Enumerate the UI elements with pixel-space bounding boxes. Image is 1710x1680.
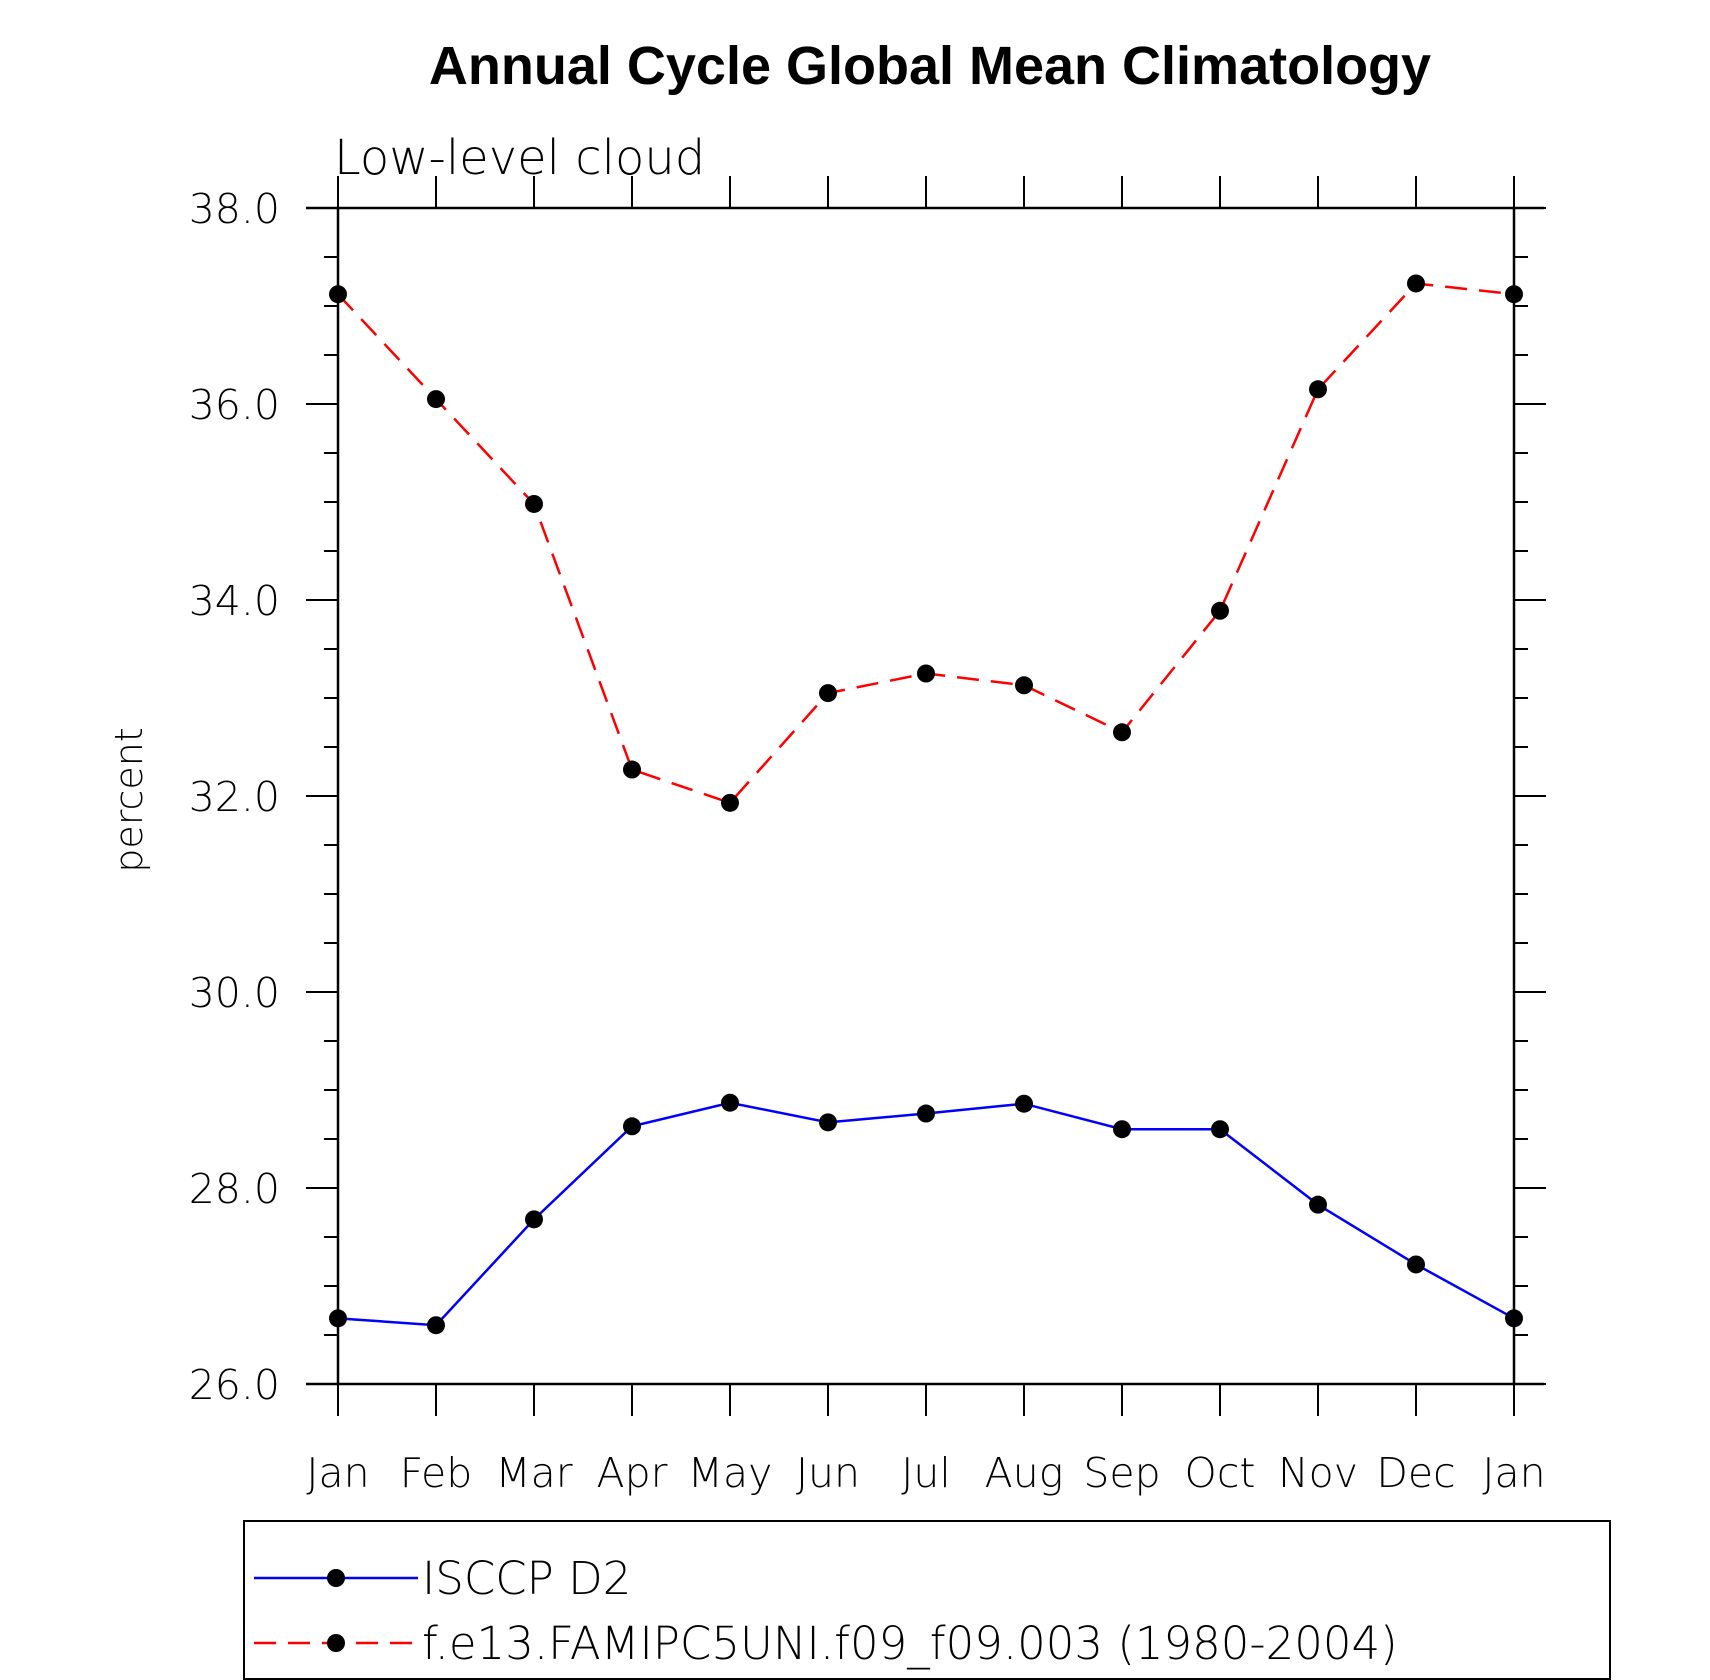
data-point xyxy=(1113,723,1131,742)
data-point xyxy=(917,1104,935,1123)
data-point xyxy=(1505,285,1523,304)
x-tick-label: Feb xyxy=(400,1449,473,1497)
data-point xyxy=(1211,601,1229,620)
x-tick-label: Nov xyxy=(1278,1449,1358,1497)
axes: 26.0 28.0 30.0 32.0 34.0 36.0 38.0 Jan Feb Mar Apr… xyxy=(189,176,1546,1497)
x-tick-label: Sep xyxy=(1083,1449,1160,1497)
data-point xyxy=(1407,274,1425,293)
data-point xyxy=(1309,1195,1327,1214)
y-tick-label: 34.0 xyxy=(189,577,280,625)
x-tick-label: Oct xyxy=(1185,1449,1256,1497)
x-tick-label: Jun xyxy=(796,1449,860,1497)
data-point xyxy=(917,664,935,683)
data-point xyxy=(819,1113,837,1132)
legend-marker xyxy=(327,1569,345,1587)
series-layer xyxy=(329,274,1523,1335)
data-point xyxy=(427,390,445,409)
legend-label: f.e13.FAMIPC5UNI.f09_f09.003 (1980-2004) xyxy=(422,1617,1398,1670)
data-point xyxy=(1211,1120,1229,1139)
data-point xyxy=(1015,1094,1033,1113)
x-tick-label: Apr xyxy=(597,1449,668,1497)
series-1 xyxy=(329,1093,1523,1335)
y-tick-label: 32.0 xyxy=(189,773,280,821)
x-tick-label: May xyxy=(688,1449,773,1497)
x-tick-label: Aug xyxy=(985,1449,1064,1497)
x-tick-label: Dec xyxy=(1376,1449,1455,1497)
chart-title: Annual Cycle Global Mean Climatology xyxy=(429,36,1431,96)
series-line xyxy=(337,282,1515,805)
legend-box xyxy=(243,1520,1611,1680)
data-point xyxy=(525,1210,543,1229)
data-point xyxy=(1015,676,1033,695)
y-axis-label: percent xyxy=(107,727,151,873)
legend-marker xyxy=(327,1634,345,1652)
data-point xyxy=(525,494,543,513)
data-point xyxy=(1113,1120,1131,1139)
y-tick-label: 30.0 xyxy=(189,969,280,1017)
data-point xyxy=(329,1309,347,1328)
y-tick-label: 28.0 xyxy=(189,1165,280,1213)
data-point xyxy=(819,684,837,703)
data-point xyxy=(427,1316,445,1335)
data-point xyxy=(1407,1255,1425,1274)
data-point xyxy=(329,285,347,304)
x-tick-label: Jul xyxy=(901,1449,950,1497)
legend: ISCCP D2 f.e13.FAMIPC5UNI.f09_f09.003 (19… xyxy=(243,1520,1611,1680)
x-tick-label: Mar xyxy=(495,1449,572,1497)
data-point xyxy=(1505,1309,1523,1328)
y-tick-label: 38.0 xyxy=(189,185,280,233)
x-tick-label: Jan xyxy=(306,1449,369,1497)
data-point xyxy=(721,1093,739,1112)
data-point xyxy=(623,1117,641,1136)
data-point xyxy=(721,793,739,812)
data-point xyxy=(623,760,641,779)
series-2 xyxy=(329,274,1523,812)
y-tick-label: 36.0 xyxy=(189,381,280,429)
y-tick-label: 26.0 xyxy=(189,1361,280,1409)
chart-subtitle: Low-level cloud xyxy=(334,130,705,186)
data-point xyxy=(1309,380,1327,399)
series-line xyxy=(337,1101,1515,1327)
legend-label: ISCCP D2 xyxy=(422,1552,631,1605)
x-tick-label: Jan xyxy=(1482,1449,1545,1497)
